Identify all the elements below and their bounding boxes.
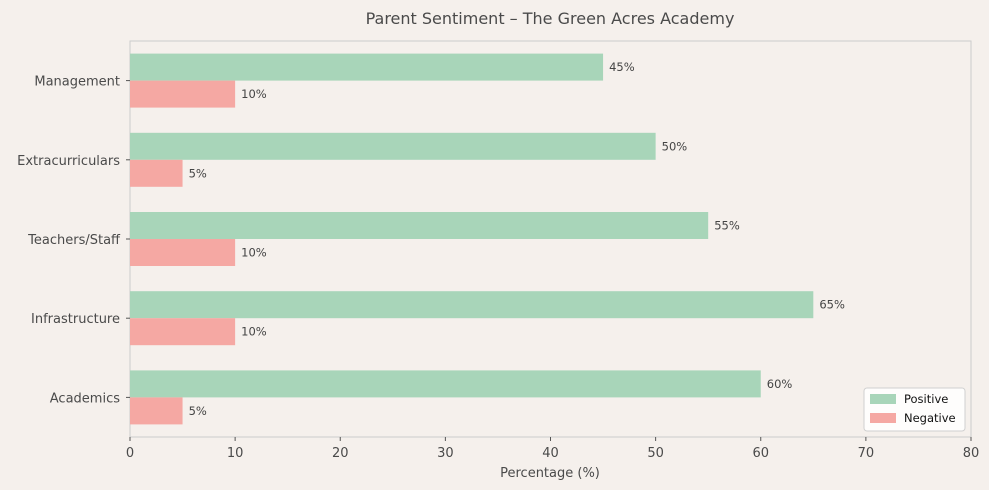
- bar-negative-infrastructure: [130, 318, 236, 346]
- legend-label-positive: Positive: [904, 392, 948, 406]
- bar-negative-teachers-staff: [130, 239, 236, 266]
- data-label: 10%: [241, 246, 267, 260]
- y-tick-label: Extracurriculars: [17, 154, 120, 169]
- x-tick-label: 80: [963, 446, 980, 461]
- y-axis: Academics Infrastructure Teachers/Staff Ext…: [17, 75, 130, 406]
- y-tick-label: Infrastructure: [31, 312, 120, 327]
- data-label: 55%: [714, 219, 740, 233]
- data-label: 10%: [241, 87, 267, 101]
- y-tick-label: Management: [34, 75, 120, 90]
- bar-negative-extracurriculars: [130, 159, 183, 187]
- x-tick-label: 40: [542, 446, 559, 461]
- data-label: 5%: [189, 166, 207, 180]
- data-label: 5%: [189, 404, 207, 418]
- bar-negative-academics: [130, 397, 183, 425]
- legend: Positive Negative: [863, 387, 966, 432]
- bar-positive-infrastructure: [130, 291, 814, 319]
- x-tick-label: 30: [437, 446, 454, 461]
- legend-label-negative: Negative: [904, 411, 956, 425]
- x-tick-label: 10: [227, 446, 244, 461]
- bar-positive-academics: [130, 370, 761, 398]
- x-tick-label: 20: [332, 446, 349, 461]
- x-tick-label: 70: [858, 446, 875, 461]
- legend-swatch-negative: [870, 413, 896, 423]
- x-tick-label: 60: [752, 446, 769, 461]
- x-axis-label: Percentage (%): [500, 466, 600, 481]
- data-label: 45%: [609, 60, 635, 74]
- data-label: 60%: [767, 377, 793, 391]
- bar-positive-extracurriculars: [130, 132, 656, 160]
- y-tick-label: Academics: [50, 391, 120, 406]
- x-tick-label: 50: [647, 446, 664, 461]
- x-tick-label: 0: [126, 446, 134, 461]
- x-axis: 0 10 20 30 40 50 60 70 80: [126, 437, 979, 461]
- bars-group: 60% 5% 65% 10% 55% 10% 50% 5% 45% 10%: [130, 53, 845, 425]
- bar-positive-teachers-staff: [130, 212, 709, 239]
- bar-positive-management: [130, 53, 604, 81]
- data-label: 50%: [662, 139, 688, 153]
- y-tick-label: Teachers/Staff: [27, 233, 121, 248]
- bar-negative-management: [130, 80, 236, 108]
- chart-title: Parent Sentiment – The Green Acres Acade…: [366, 9, 735, 28]
- legend-swatch-positive: [870, 394, 896, 404]
- data-label: 10%: [241, 325, 267, 339]
- data-label: 65%: [819, 298, 845, 312]
